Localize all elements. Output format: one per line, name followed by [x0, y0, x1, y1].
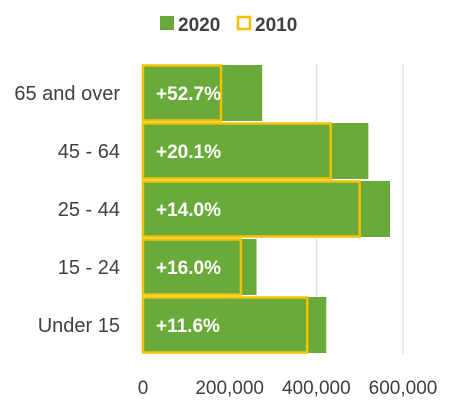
data-label-15-24: +16.0% — [156, 258, 221, 279]
data-label-under-15: +11.6% — [156, 316, 220, 337]
legend-label-2010: 2010 — [255, 15, 297, 36]
category-label-under-15: Under 15 — [38, 315, 120, 337]
data-label-25-44: +14.0% — [156, 200, 221, 221]
data-label-65-and-over: +52.7% — [156, 84, 221, 105]
category-label-45-64: 45 - 64 — [58, 141, 120, 163]
x-tick-label-600000: 600,000 — [369, 378, 438, 399]
legend: 2020 2010 — [160, 15, 297, 36]
x-tick-label-0: 0 — [138, 378, 149, 399]
legend-label-2020: 2020 — [178, 15, 220, 36]
bar-2020-25-44 — [143, 181, 390, 237]
category-label-25-44: 25 - 44 — [58, 199, 120, 221]
bar-2020-15-24 — [143, 239, 257, 295]
bar-2010-15-24 — [141, 238, 243, 296]
bar-2010-25-44 — [141, 180, 361, 238]
bar-2010-65-and-over — [141, 64, 223, 122]
bar-2010-under-15 — [141, 296, 309, 354]
category-axis: 65 and over 45 - 64 25 - 44 15 - 24 Under 15 — [14, 83, 120, 337]
bars — [141, 64, 390, 354]
bar-2020-under-15 — [143, 297, 327, 353]
legend-swatch-2010 — [236, 15, 252, 31]
data-labels: +52.7% +20.1% +14.0% +16.0% +11.6% — [156, 84, 221, 337]
bar-2020-65-and-over — [143, 65, 263, 121]
value-axis: 0 200,000 400,000 600,000 — [138, 378, 438, 399]
legend-swatch-2020 — [160, 16, 174, 30]
x-tick-label-200000: 200,000 — [195, 378, 264, 399]
category-label-65-and-over: 65 and over — [14, 83, 120, 105]
bar-2010-45-64 — [141, 122, 332, 180]
category-label-15-24: 15 - 24 — [58, 257, 120, 279]
data-label-45-64: +20.1% — [156, 142, 221, 163]
x-tick-label-400000: 400,000 — [282, 378, 351, 399]
